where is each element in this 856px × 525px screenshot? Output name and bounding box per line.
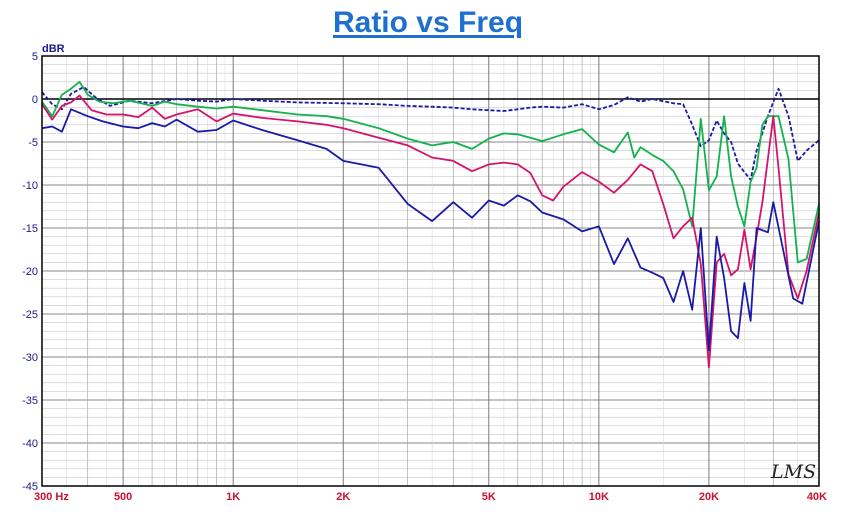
x-tick-label: 20K bbox=[699, 491, 719, 503]
y-tick-labels: 5 0 -5 -10 -15 -20 -25 -30 -35 -40 -45 bbox=[22, 51, 38, 493]
x-tick-label: 1K bbox=[226, 491, 240, 503]
y-tick-label: 0 bbox=[32, 94, 38, 106]
x-tick-label: 40K bbox=[807, 491, 827, 503]
lms-watermark: LMS bbox=[770, 461, 816, 483]
y-tick-label: -20 bbox=[22, 266, 38, 278]
y-tick-label: -15 bbox=[22, 223, 38, 235]
x-tick-label: 5K bbox=[482, 491, 496, 503]
y-tick-label: -35 bbox=[22, 395, 38, 407]
chart-title: Ratio vs Freq bbox=[332, 6, 524, 39]
y-tick-label: -10 bbox=[22, 180, 38, 192]
series-line-2 bbox=[41, 80, 820, 264]
y-tick-label: 5 bbox=[32, 51, 38, 63]
series-line-4 bbox=[41, 108, 820, 351]
x-tick-label: 500 bbox=[114, 491, 132, 503]
series-line-1 bbox=[41, 86, 820, 181]
y-tick-label: -25 bbox=[22, 309, 38, 321]
x-tick-label: 2K bbox=[336, 491, 350, 503]
plot-frame bbox=[41, 55, 820, 487]
y-tick-label: -5 bbox=[28, 137, 38, 149]
x-tick-labels: 300 Hz 500 1K 2K 5K 10K 20K 40K bbox=[34, 491, 827, 503]
x-tick-label: 300 Hz bbox=[34, 491, 69, 503]
series-group bbox=[41, 80, 820, 369]
y-axis-unit-label: dBR bbox=[42, 43, 65, 55]
series-line-3 bbox=[41, 94, 820, 369]
y-tick-label: -45 bbox=[22, 481, 38, 493]
y-tick-label: -40 bbox=[22, 438, 38, 450]
x-tick-label: 10K bbox=[589, 491, 609, 503]
y-tick-label: -30 bbox=[22, 352, 38, 364]
